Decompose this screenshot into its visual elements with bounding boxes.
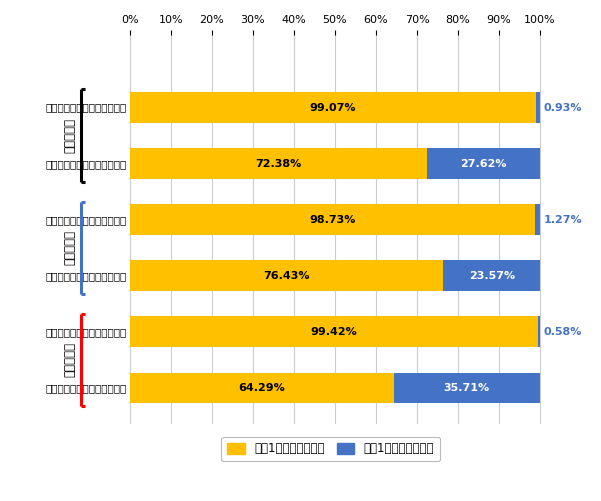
Text: 27.62%: 27.62% [460, 159, 507, 169]
Text: 0.58%: 0.58% [543, 327, 582, 337]
Text: 男子中学生: 男子中学生 [64, 230, 77, 266]
Bar [130, 204, 535, 235]
Bar [535, 204, 540, 235]
Text: 危険ドラッグの生涯経験なし: 危険ドラッグの生涯経験なし [45, 327, 127, 337]
Bar [427, 148, 540, 179]
Bar [538, 317, 540, 347]
Text: 64.29%: 64.29% [239, 383, 285, 393]
Text: 72.38%: 72.38% [255, 159, 302, 169]
Bar [130, 92, 536, 123]
Bar [394, 373, 540, 403]
Text: 女子中学生: 女子中学生 [64, 343, 77, 377]
Bar [536, 92, 540, 123]
Legend: 過去1年喫煙経験なし, 過去1年喫煙経験あり: 過去1年喫煙経験なし, 過去1年喫煙経験あり [221, 436, 440, 461]
Text: 98.73%: 98.73% [309, 215, 356, 225]
Bar [130, 261, 444, 291]
Text: 危険ドラッグの生涯経験なし: 危険ドラッグの生涯経験なし [45, 215, 127, 225]
Bar [130, 317, 538, 347]
Bar [444, 261, 540, 291]
Text: 中学生全体: 中学生全体 [64, 118, 77, 153]
Text: 0.93%: 0.93% [543, 103, 582, 113]
Text: 76.43%: 76.43% [263, 271, 310, 281]
Bar [130, 148, 427, 179]
Bar [130, 373, 394, 403]
Text: 危険ドラッグの生涯経験あり: 危険ドラッグの生涯経験あり [45, 159, 127, 169]
Text: 99.07%: 99.07% [310, 103, 356, 113]
Text: 99.42%: 99.42% [310, 327, 357, 337]
Text: 危険ドラッグの生涯経験なし: 危険ドラッグの生涯経験なし [45, 103, 127, 113]
Text: 危険ドラッグの生涯経験あり: 危険ドラッグの生涯経験あり [45, 271, 127, 281]
Text: 35.71%: 35.71% [444, 383, 490, 393]
Text: 危険ドラッグの生涯経験あり: 危険ドラッグの生涯経験あり [45, 383, 127, 393]
Text: 1.27%: 1.27% [543, 215, 582, 225]
Text: 23.57%: 23.57% [469, 271, 515, 281]
